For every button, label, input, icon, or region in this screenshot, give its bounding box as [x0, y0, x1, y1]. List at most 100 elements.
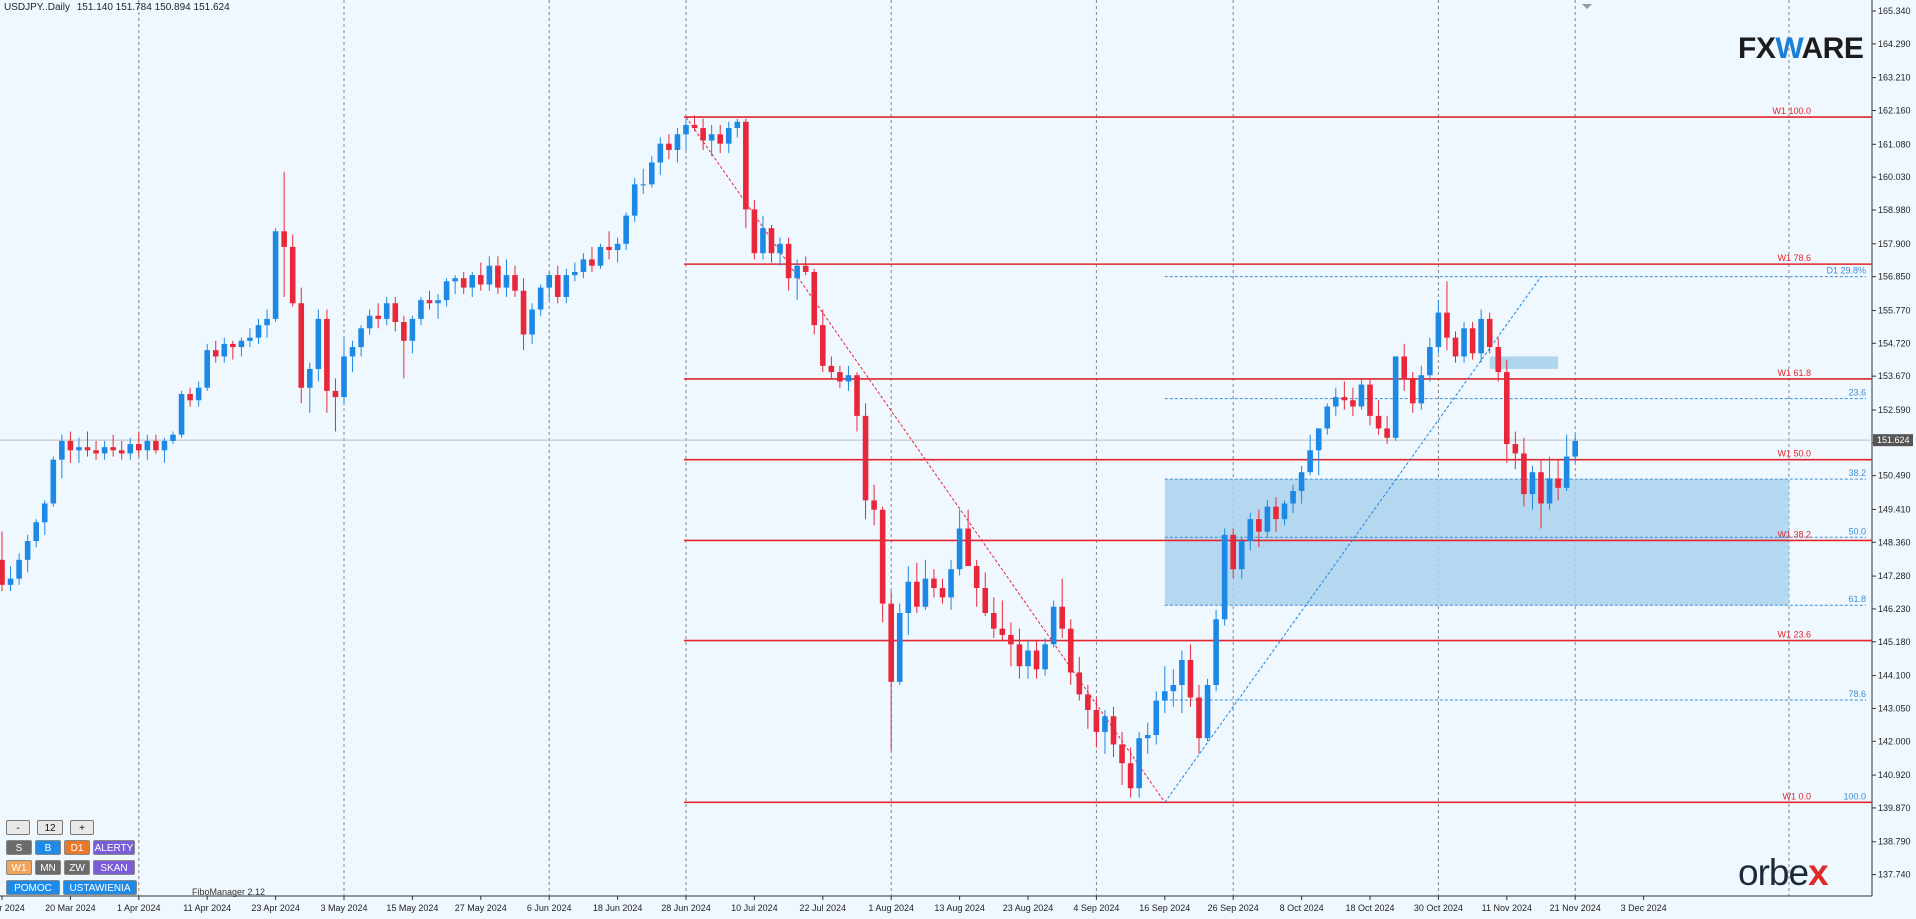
candle-body [1196, 697, 1202, 739]
candle-body [469, 275, 476, 288]
alerts-button[interactable]: ALERTY [93, 840, 135, 855]
candle-body [1016, 644, 1023, 667]
symbol-name: USDJPY..Daily [4, 2, 70, 13]
candle-body [1341, 397, 1348, 401]
candle-body [358, 328, 364, 348]
candle-body [537, 287, 544, 310]
candle-body [1144, 735, 1151, 739]
candle-body [572, 271, 578, 276]
candle-body [1170, 684, 1177, 692]
time-tick-label: 3 May 2024 [320, 903, 367, 913]
candle-body [409, 318, 416, 341]
candle-body [281, 231, 287, 247]
candle-body [307, 368, 313, 388]
time-tick-label: 23 Apr 2024 [251, 903, 300, 913]
time-tick-label: 28 Jun 2024 [661, 903, 711, 913]
candle-body [1110, 716, 1117, 745]
candle-body [298, 303, 305, 388]
candle-body [41, 503, 48, 523]
candle-body [1093, 710, 1100, 732]
candle-body [50, 459, 57, 504]
candle-body [178, 393, 185, 435]
price-tick-label: 162.160 [1878, 106, 1911, 116]
increase-button[interactable]: + [70, 820, 94, 835]
candle-body [1358, 384, 1365, 407]
candle-body [460, 278, 467, 288]
candle-body [1444, 312, 1450, 338]
timeframe-mn-button[interactable]: MN [35, 860, 61, 875]
fib-d1-label: 61.8 [1848, 594, 1866, 604]
timeframe-d1-button[interactable]: D1 [64, 840, 90, 855]
price-tick-label: 148.360 [1878, 537, 1911, 547]
candle-body [1555, 478, 1561, 488]
candle-body [383, 303, 390, 319]
candle-body [153, 440, 159, 451]
candle-body [1213, 619, 1219, 685]
candle-body [999, 628, 1006, 635]
candle-body [1572, 440, 1578, 457]
candle-body [289, 246, 296, 304]
candle-body [828, 365, 835, 373]
chart-shift-marker[interactable] [1582, 4, 1592, 9]
candle-body [554, 275, 561, 297]
candle-body [170, 434, 176, 441]
candle-body [820, 325, 826, 366]
sell-button[interactable]: S [6, 840, 32, 855]
candle-body [324, 318, 330, 391]
candle-body [264, 318, 270, 326]
candle-body [195, 387, 202, 401]
candle-body [982, 587, 989, 614]
help-button[interactable]: POMOC [6, 880, 60, 895]
candle-body [939, 587, 946, 598]
candle-body [1538, 472, 1544, 504]
candle-body [255, 325, 262, 338]
candle-body [931, 578, 937, 588]
fxware-logo-right: ARE [1801, 32, 1864, 65]
candle-body [922, 578, 929, 607]
candle-body [1162, 691, 1168, 701]
swing-trendline [685, 116, 1166, 803]
candle-body [973, 566, 980, 588]
timeframe-w1-button[interactable]: W1 [6, 860, 32, 875]
settings-button[interactable]: USTAWIENIA [63, 880, 137, 895]
time-tick-label: 11 Nov 2024 [1482, 903, 1532, 913]
orbex-logo: orbex [1738, 852, 1829, 894]
candle-body [708, 134, 715, 141]
candle-body [717, 134, 723, 144]
candle-body [1401, 356, 1407, 379]
candle-body [0, 559, 5, 585]
price-tick-label: 137.740 [1878, 870, 1911, 880]
candle-body [683, 124, 689, 135]
candle-body [1486, 318, 1493, 348]
candle-body [230, 343, 236, 348]
candle-body [1563, 456, 1570, 488]
orbex-logo-left: orbe [1738, 852, 1809, 893]
candle-body [1136, 738, 1142, 789]
candle-body [1204, 684, 1211, 739]
candle-body [16, 559, 22, 579]
buy-button[interactable]: B [35, 840, 61, 855]
candle-body [1298, 472, 1305, 491]
time-tick-label: 4 Sep 2024 [1073, 903, 1119, 913]
candle-body [657, 143, 664, 163]
candle-body [614, 243, 621, 251]
candle-body [366, 315, 373, 329]
decrease-button[interactable]: - [6, 820, 30, 835]
candle-body [794, 265, 800, 279]
candle-body [802, 265, 809, 272]
level-count-field[interactable]: 12 [37, 820, 63, 835]
candle-body [768, 228, 775, 254]
candle-body [84, 447, 91, 451]
price-axis [1872, 0, 1916, 919]
scan-button[interactable]: SKAN [93, 860, 135, 875]
candle-body [666, 143, 672, 150]
time-tick-label: 11 Apr 2024 [183, 903, 231, 913]
candle-body [341, 356, 347, 398]
candle-body [1221, 534, 1228, 620]
zw-button[interactable]: ZW [64, 860, 90, 875]
orbex-logo-x: x [1808, 852, 1829, 893]
candle-body [1529, 472, 1536, 495]
candle-body [247, 337, 253, 341]
